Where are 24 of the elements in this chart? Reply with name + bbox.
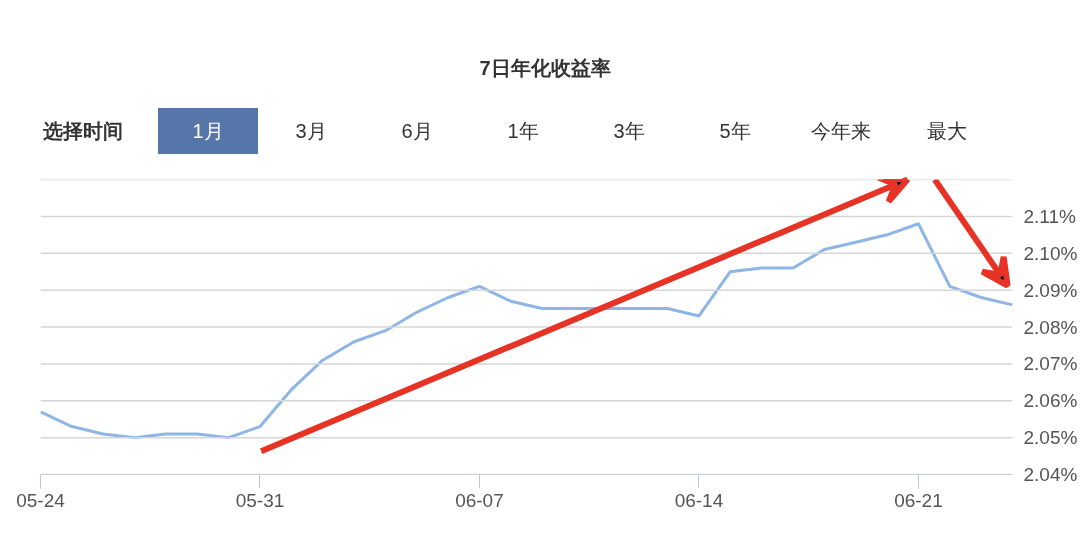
y-tick-label: 2.08% bbox=[1023, 316, 1078, 338]
x-tick-label: 06-07 bbox=[455, 489, 504, 511]
y-tick-label: 2.10% bbox=[1023, 242, 1078, 264]
text: 1年 bbox=[506, 118, 540, 144]
y-tick-label: 2.11% bbox=[1023, 205, 1077, 227]
y-tick-label: 2.04% bbox=[1023, 464, 1078, 485]
text: 6月 bbox=[400, 118, 434, 144]
y-tick-label: 2.05% bbox=[1023, 427, 1078, 449]
text: 3月 bbox=[294, 118, 328, 144]
y-tick-label: 2.07% bbox=[1023, 353, 1078, 375]
line-series bbox=[40, 222, 1013, 440]
y-tick-label: 2.09% bbox=[1023, 279, 1078, 301]
text: 选择时间 bbox=[43, 118, 124, 144]
x-tick-label: 06-21 bbox=[894, 489, 943, 511]
chart-title: 7日年化收益率 bbox=[478, 56, 612, 81]
text: 1月 bbox=[158, 108, 258, 154]
y-tick-label: 2.06% bbox=[1023, 390, 1078, 412]
x-tick-label: 05-24 bbox=[16, 489, 66, 511]
x-tick-label: 05-31 bbox=[235, 489, 285, 511]
text: 3年 bbox=[612, 118, 646, 144]
text: 今年来 bbox=[810, 118, 872, 144]
text: 5年 bbox=[718, 118, 752, 144]
x-tick-label: 06-14 bbox=[674, 489, 724, 511]
text: 最大 bbox=[926, 118, 968, 144]
